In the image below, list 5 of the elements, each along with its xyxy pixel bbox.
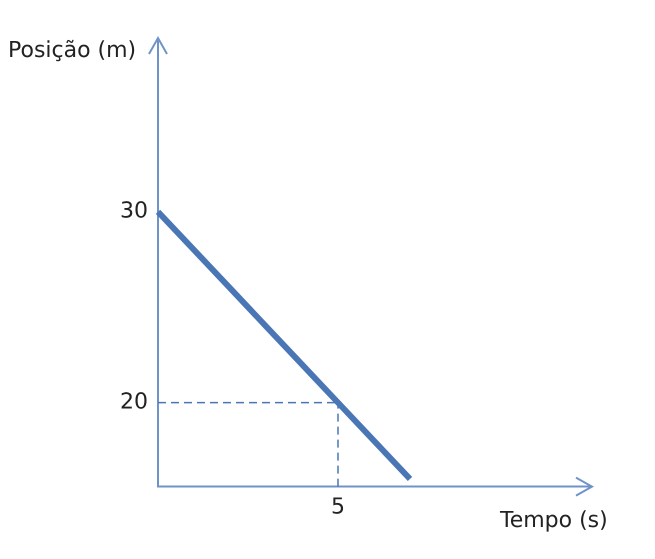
y-tick-label: 20 — [120, 389, 148, 414]
x-axis-title: Tempo (s) — [500, 508, 608, 533]
y-tick-label: 30 — [120, 198, 148, 224]
y-axis-title: Posição (m) — [8, 38, 136, 63]
x-tick-label: 5 — [330, 494, 345, 520]
